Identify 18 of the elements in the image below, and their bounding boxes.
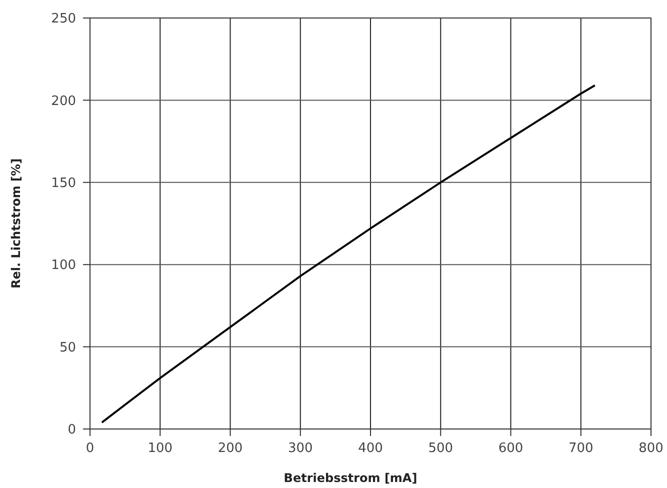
x-tick-label: 0 — [86, 441, 94, 456]
y-tick-label: 0 — [68, 422, 76, 438]
x-tick-label: 600 — [498, 441, 524, 456]
x-axis-title: Betriebsstrom [mA] — [284, 471, 418, 485]
y-tick-label: 100 — [51, 258, 76, 274]
x-tick-label: 400 — [358, 441, 383, 456]
x-tick-label: 300 — [288, 441, 313, 456]
x-tick-label: 700 — [568, 441, 594, 456]
y-axis-title: Rel. Lichtstrom [%] — [9, 158, 23, 289]
line-series — [100, 84, 596, 424]
x-tick-label: 500 — [428, 441, 454, 456]
y-tick-label: 150 — [51, 176, 76, 191]
x-tick-label: 100 — [148, 441, 173, 456]
y-tick-label: 50 — [59, 340, 76, 356]
x-tick-label: 800 — [638, 441, 664, 456]
y-tick-label: 200 — [51, 94, 76, 109]
y-tick-label: 250 — [51, 12, 76, 27]
x-tick-label: 200 — [218, 441, 243, 456]
